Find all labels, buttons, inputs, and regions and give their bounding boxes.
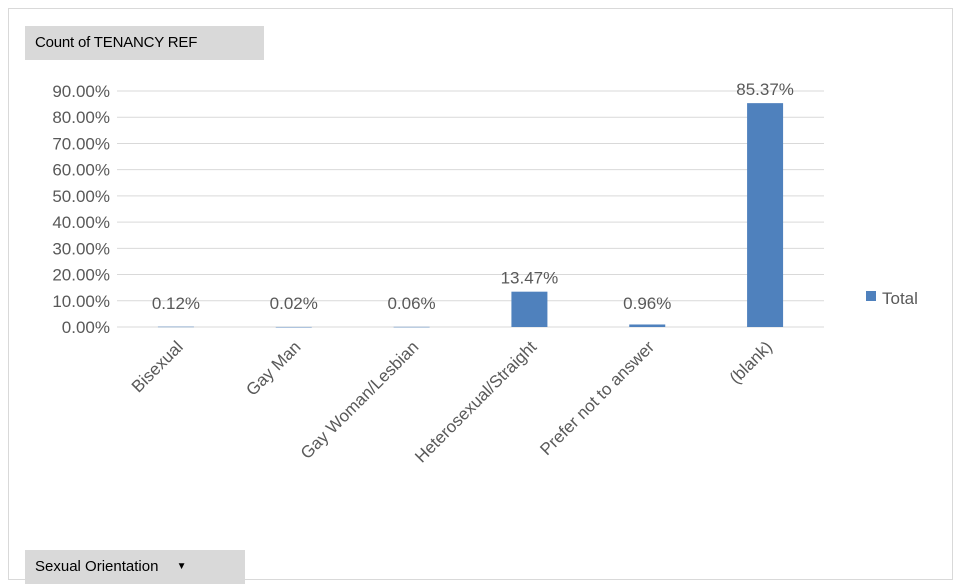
x-tick-label: Prefer not to answer <box>536 337 658 459</box>
data-label: 13.47% <box>501 269 559 288</box>
y-tick-label: 0.00% <box>62 318 110 337</box>
y-tick-label: 80.00% <box>52 108 110 127</box>
y-tick-label: 70.00% <box>52 134 110 153</box>
bar <box>393 326 430 328</box>
bar <box>629 324 666 327</box>
y-tick-label: 60.00% <box>52 161 110 180</box>
y-tick-label: 10.00% <box>52 292 110 311</box>
data-label: 0.02% <box>270 294 318 313</box>
x-tick-label: Gay Man <box>242 337 304 399</box>
x-tick-label: Bisexual <box>128 337 187 396</box>
data-label: 0.12% <box>152 294 200 313</box>
y-tick-label: 30.00% <box>52 239 110 258</box>
legend: Total <box>866 289 918 308</box>
data-labels: 0.12% 0.02% 0.06% 13.47% 0.96% 85.37% <box>152 80 794 313</box>
values-field-label: Count of TENANCY REF <box>35 34 198 51</box>
dropdown-arrow-icon: ▼ <box>176 561 187 573</box>
y-tick-label: 20.00% <box>52 266 110 285</box>
pivot-chart-frame <box>8 8 953 580</box>
x-tick-label: Heterosexual/Straight <box>411 337 540 466</box>
y-tick-label: 50.00% <box>52 187 110 206</box>
bar <box>275 326 312 328</box>
legend-swatch-total <box>866 291 876 301</box>
y-tick-label: 90.00% <box>52 82 110 101</box>
gridlines <box>117 90 824 328</box>
legend-label-total: Total <box>882 289 918 308</box>
data-label: 0.96% <box>623 294 671 313</box>
y-tick-label: 40.00% <box>52 213 110 232</box>
x-tick-label: Gay Woman/Lesbian <box>297 337 422 462</box>
data-label: 85.37% <box>736 80 794 99</box>
bar <box>157 326 194 328</box>
y-axis-tick-labels: 0.00% 10.00% 20.00% 30.00% 40.00% 50.00% 60.00… <box>52 82 110 337</box>
bar <box>511 291 548 327</box>
x-tick-label: (blank) <box>726 337 776 387</box>
axis-field-label: Sexual Orientation <box>35 558 159 575</box>
bar <box>747 103 784 327</box>
data-label: 0.06% <box>387 294 435 313</box>
values-field-button[interactable]: Count of TENANCY REF <box>25 26 264 60</box>
axis-field-button[interactable]: Sexual Orientation ▼ <box>25 550 245 584</box>
bars <box>157 103 784 328</box>
